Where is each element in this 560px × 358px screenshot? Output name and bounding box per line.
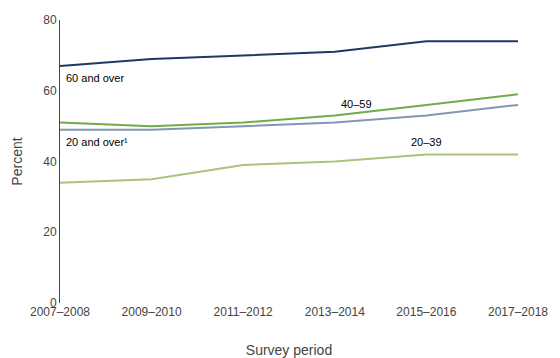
svg-text:20–39: 20–39 — [411, 136, 442, 148]
svg-text:2017–2018: 2017–2018 — [488, 305, 548, 319]
svg-text:60: 60 — [43, 84, 57, 98]
svg-text:40–59: 40–59 — [341, 98, 372, 110]
svg-text:2009–2010: 2009–2010 — [122, 305, 182, 319]
svg-text:40: 40 — [43, 155, 57, 169]
svg-text:60 and over: 60 and over — [66, 72, 124, 84]
svg-text:Percent: Percent — [9, 137, 25, 185]
svg-text:80: 80 — [43, 13, 57, 27]
svg-text:20 and over¹: 20 and over¹ — [66, 136, 128, 148]
svg-text:Survey period: Survey period — [246, 342, 332, 358]
svg-text:0: 0 — [50, 296, 57, 310]
svg-text:20: 20 — [43, 225, 57, 239]
svg-text:2015–2016: 2015–2016 — [396, 305, 456, 319]
svg-text:2013–2014: 2013–2014 — [305, 305, 365, 319]
svg-text:2007–2008: 2007–2008 — [30, 305, 90, 319]
svg-text:2011–2012: 2011–2012 — [214, 305, 274, 319]
